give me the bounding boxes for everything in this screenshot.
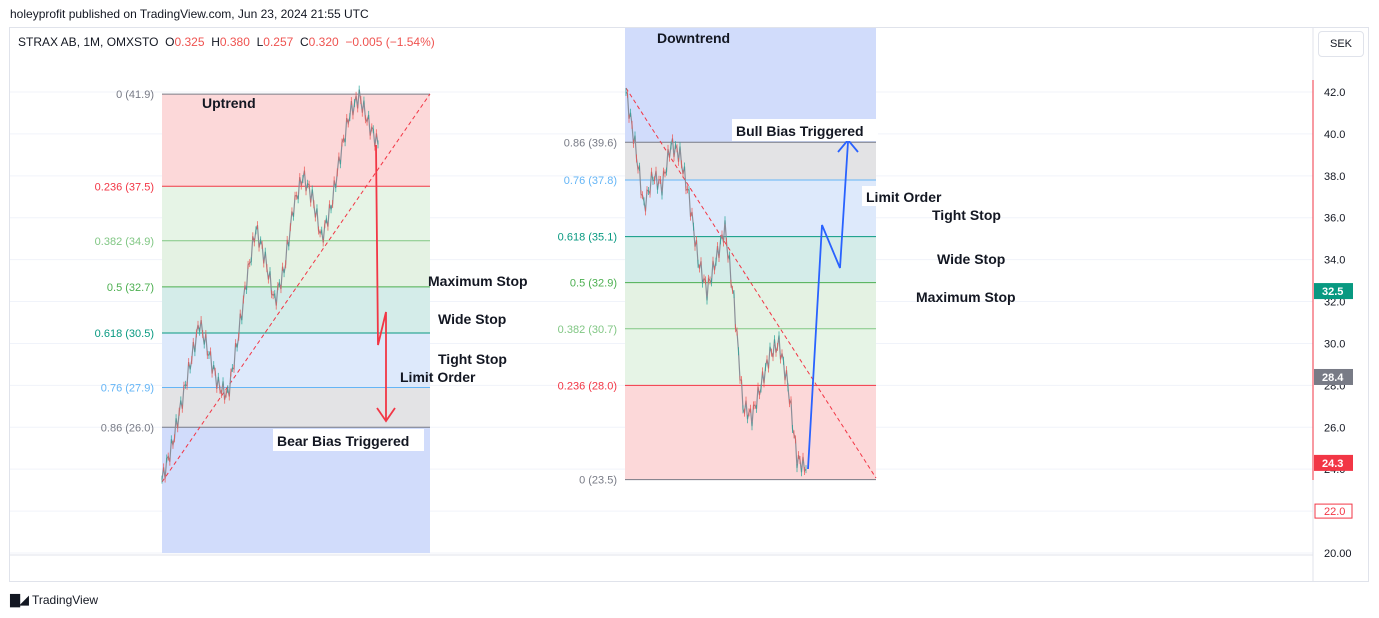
annotation-maximum-stop: Maximum Stop <box>916 289 1016 305</box>
fib-zone <box>625 180 876 237</box>
bias-label-bg <box>732 119 878 141</box>
footer-brand: ▇◢ TradingView <box>10 592 98 608</box>
trend-line <box>161 93 431 483</box>
fib-zone <box>162 387 430 428</box>
price-badge-label: 22.0 <box>1324 506 1345 518</box>
y-tick-label: 30.0 <box>1324 338 1345 350</box>
uptrend-title: Uptrend <box>202 95 256 111</box>
change-value: −0.005 (−1.54%) <box>345 35 435 49</box>
annotation-limit-order: Limit Order <box>866 189 942 205</box>
price-badge-label: 24.3 <box>1322 458 1343 470</box>
fib-zone <box>162 94 430 187</box>
fib-zone <box>625 282 876 329</box>
fib-zone <box>162 186 430 241</box>
y-tick-label: 40.0 <box>1324 129 1345 141</box>
bias-label-bg <box>273 429 424 451</box>
fib-level-label: 0 (23.5) <box>579 475 617 487</box>
y-tick-label: 26.0 <box>1324 422 1345 434</box>
publish-caption: holeyprofit published on TradingView.com… <box>10 7 369 21</box>
price-badge <box>1314 454 1353 471</box>
fib-level-label: 0.236 (37.5) <box>95 181 154 193</box>
fib-level-label: 0.76 (37.8) <box>564 175 617 187</box>
annotation-tight-stop: Tight Stop <box>932 207 1001 223</box>
price-badge <box>1314 283 1353 300</box>
symbol-name: STRAX AB, 1M, OMXSTO <box>18 35 159 49</box>
high-key: H <box>211 35 220 49</box>
currency-button[interactable]: SEK <box>1318 31 1364 57</box>
price-badge-label: 28.4 <box>1322 372 1344 384</box>
fib-level-label: 0.382 (34.9) <box>95 236 154 248</box>
y-tick-label: 42.0 <box>1324 87 1345 99</box>
fib-zone <box>625 385 876 480</box>
low-key: L <box>256 35 264 49</box>
open-key: O <box>165 35 175 49</box>
fib-level-label: 0.382 (30.7) <box>558 324 617 336</box>
y-tick-label: 38.0 <box>1324 171 1345 183</box>
chart-frame <box>9 27 1369 582</box>
annotation-bear-bias: Bear Bias Triggered <box>277 433 409 449</box>
fib-zone <box>625 328 876 386</box>
y-tick-label: 34.0 <box>1324 255 1345 267</box>
bear-arrow-icon <box>375 144 387 420</box>
fib-level-label: 0.5 (32.9) <box>570 278 617 290</box>
price-badge <box>1314 368 1353 385</box>
open-value: 0.325 <box>174 35 205 49</box>
high-value: 0.380 <box>219 35 250 49</box>
annotation-wide-stop: Wide Stop <box>937 251 1005 267</box>
bear-arrowhead-icon <box>376 407 396 423</box>
fib-zone <box>625 142 876 181</box>
fib-level-label: 0.618 (30.5) <box>95 328 154 340</box>
price-badge <box>1314 503 1353 519</box>
y-tick-label: 36.0 <box>1324 213 1345 225</box>
low-value: 0.257 <box>263 35 294 49</box>
fib-level-label: 0.618 (35.1) <box>558 232 617 244</box>
symbol-legend: STRAX AB, 1M, OMXSTO O0.325 H0.380 L0.25… <box>18 35 435 49</box>
bull-arrow-icon <box>807 141 849 470</box>
fib-level-label: 0 (41.9) <box>116 89 154 101</box>
annotation-wide-stop: Wide Stop <box>438 311 506 327</box>
annotation-maximum-stop: Maximum Stop <box>428 273 528 289</box>
close-value: 0.320 <box>308 35 339 49</box>
annotation-tight-stop: Tight Stop <box>438 351 507 367</box>
downtrend-title: Downtrend <box>657 30 730 46</box>
y-tick-label: 20.00 <box>1324 548 1352 560</box>
annotation-limit-order: Limit Order <box>400 369 476 385</box>
fib-zone <box>625 236 876 283</box>
annotation-bg <box>862 186 952 206</box>
fib-level-label: 0.76 (27.9) <box>101 382 154 394</box>
fib-level-label: 0.86 (26.0) <box>101 422 154 434</box>
fib-zone <box>162 240 430 287</box>
footer-brand-label: TradingView <box>32 593 99 607</box>
close-key: C <box>299 35 309 49</box>
fib-level-label: 0.5 (32.7) <box>107 282 154 294</box>
annotation-bull-bias: Bull Bias Triggered <box>736 123 864 139</box>
fib-level-label: 0.236 (28.0) <box>558 380 617 392</box>
fib-zone <box>162 332 430 388</box>
fib-level-label: 0.86 (39.6) <box>564 137 617 149</box>
tradingview-logo-icon: ▇◢ <box>10 592 29 607</box>
price-badge-label: 32.5 <box>1322 286 1343 298</box>
y-tick-label: 32.0 <box>1324 297 1345 309</box>
